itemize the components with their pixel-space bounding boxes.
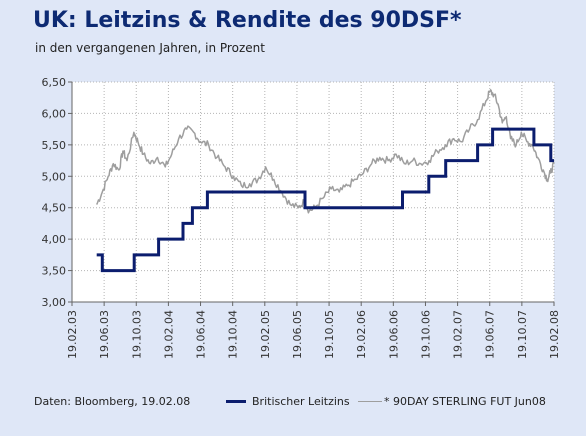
x-tick-label: 19.06.03 bbox=[98, 310, 111, 359]
x-tick-label: 19.10.07 bbox=[516, 310, 529, 359]
legend-swatch-leitzins bbox=[226, 400, 246, 403]
y-tick-label: 3,00 bbox=[42, 296, 67, 309]
x-tick-label: 19.02.03 bbox=[66, 310, 79, 359]
legend-swatch-future bbox=[358, 401, 382, 402]
x-tick-label: 19.06.04 bbox=[195, 310, 208, 359]
x-tick-label: 19.02.05 bbox=[259, 310, 272, 359]
x-axis-ticks: 19.02.03 19.06.03 19.10.03 19.02.04 19.06.04… bbox=[66, 310, 561, 359]
legend-item-future: * 90DAY STERLING FUT Jun08 bbox=[358, 395, 546, 408]
series-layer bbox=[96, 89, 555, 273]
x-tick-label: 19.02.06 bbox=[355, 310, 368, 359]
x-tick-label: 19.06.06 bbox=[387, 310, 400, 359]
x-tick-label: 19.02.04 bbox=[162, 310, 175, 359]
y-axis-ticks: 3,00 3,50 4,00 4,50 5,00 5,50 6,00 6,50 bbox=[42, 76, 67, 309]
x-tick-label: 19.02.07 bbox=[452, 310, 465, 359]
x-tick-label: 19.06.05 bbox=[291, 310, 304, 359]
y-tick-label: 4,00 bbox=[42, 233, 67, 246]
chart-title: UK: Leitzins & Rendite des 90DSF* bbox=[33, 8, 462, 33]
source-note: Daten: Bloomberg, 19.02.08 bbox=[34, 395, 191, 408]
y-tick-label: 6,50 bbox=[42, 76, 67, 89]
y-tick-label: 4,50 bbox=[42, 202, 67, 215]
legend-label-future: * 90DAY STERLING FUT Jun08 bbox=[384, 395, 546, 408]
y-tick-label: 6,00 bbox=[42, 107, 67, 120]
series-line-future bbox=[96, 89, 555, 214]
y-tick-label: 5,00 bbox=[42, 170, 67, 183]
chart-subtitle: in den vergangenen Jahren, in Prozent bbox=[35, 41, 265, 55]
x-tick-label: 19.10.04 bbox=[227, 310, 240, 359]
x-tick-label: 19.10.03 bbox=[130, 310, 143, 359]
series-line-leitzins bbox=[96, 127, 554, 273]
x-tick-label: 19.06.07 bbox=[484, 310, 497, 359]
y-tick-label: 5,50 bbox=[42, 139, 67, 152]
x-tick-label: 19.10.05 bbox=[323, 310, 336, 359]
legend-label-leitzins: Britischer Leitzins bbox=[252, 395, 350, 408]
x-tick-label: 19.02.08 bbox=[548, 310, 561, 359]
y-tick-label: 3,50 bbox=[42, 265, 67, 278]
legend-item-leitzins: Britischer Leitzins bbox=[226, 395, 350, 408]
plot-area bbox=[72, 82, 554, 302]
axes bbox=[68, 81, 555, 306]
x-tick-label: 19.10.06 bbox=[419, 310, 432, 359]
